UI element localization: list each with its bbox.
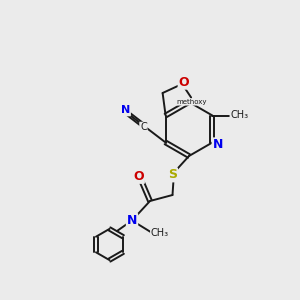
Text: methoxy: methoxy [177, 99, 207, 105]
Text: N: N [121, 105, 130, 116]
Text: C: C [140, 122, 147, 133]
Text: CH₃: CH₃ [230, 110, 248, 121]
Text: N: N [127, 214, 137, 227]
Text: CH₃: CH₃ [151, 227, 169, 238]
Text: O: O [178, 76, 189, 89]
Text: O: O [133, 170, 144, 183]
Text: S: S [168, 168, 177, 182]
Text: N: N [213, 138, 223, 152]
